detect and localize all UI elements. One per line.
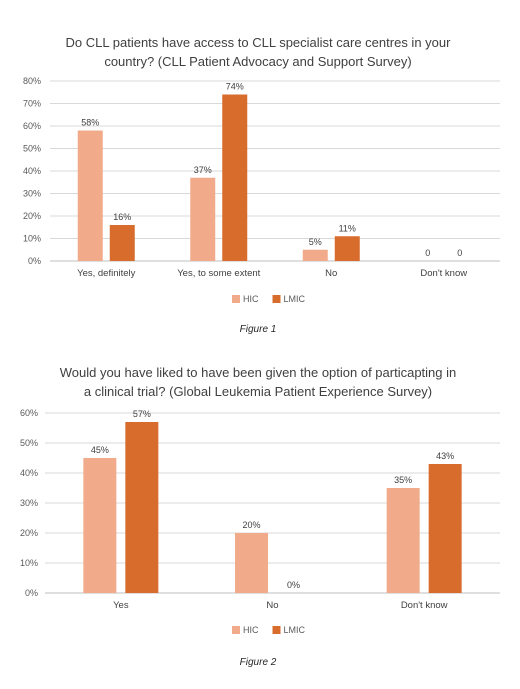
data-label-lmic: 74%	[226, 82, 244, 92]
chart-figure-2: Would you have liked to have been given …	[20, 365, 500, 668]
bar-lmic	[428, 464, 462, 593]
y-tick-label: 20%	[20, 528, 38, 538]
y-tick-label: 30%	[23, 189, 41, 199]
legend-label-lmic: LMIC	[284, 294, 306, 304]
data-label-hic: 37%	[194, 165, 212, 175]
bar-hic	[83, 458, 117, 593]
bar-lmic	[109, 225, 135, 261]
bar-lmic	[334, 236, 360, 261]
legend-swatch-lmic	[272, 626, 281, 634]
data-label-hic: 0	[425, 248, 430, 258]
y-tick-label: 20%	[23, 211, 41, 221]
y-tick-label: 40%	[23, 166, 41, 176]
legend-label-hic: HIC	[243, 294, 259, 304]
x-category-label: Don't know	[420, 268, 467, 279]
y-tick-label: 30%	[20, 498, 38, 508]
data-label-lmic: 43%	[436, 451, 454, 461]
x-category-label: Yes, to some extent	[177, 268, 260, 279]
legend-swatch-hic	[232, 626, 240, 634]
legend-swatch-lmic	[272, 295, 281, 303]
bar-lmic	[222, 94, 248, 261]
chart-title-line: Do CLL patients have access to CLL speci…	[66, 35, 452, 50]
chart-title-line: country? (CLL Patient Advocacy and Suppo…	[104, 54, 411, 69]
y-tick-label: 10%	[20, 558, 38, 568]
data-label-lmic: 16%	[113, 212, 131, 222]
bar-hic	[235, 533, 268, 593]
legend-swatch-hic	[232, 295, 240, 303]
y-tick-label: 10%	[23, 234, 41, 244]
y-tick-label: 60%	[23, 121, 41, 131]
y-tick-label: 0%	[25, 588, 38, 598]
data-label-hic: 45%	[91, 445, 109, 455]
x-category-label: Yes	[113, 600, 129, 611]
y-tick-label: 60%	[20, 408, 38, 418]
x-category-label: Don't know	[401, 600, 448, 611]
data-label-lmic: 57%	[133, 409, 151, 419]
chart-title-line: a clinical trial? (Global Leukemia Patie…	[84, 384, 432, 399]
bar-hic	[190, 177, 216, 261]
chart-figure-1: Do CLL patients have access to CLL speci…	[23, 35, 500, 335]
x-category-label: No	[325, 268, 337, 279]
y-tick-label: 0%	[28, 256, 41, 266]
y-tick-label: 50%	[23, 144, 41, 154]
bar-lmic	[125, 422, 159, 593]
data-label-hic: 58%	[81, 118, 99, 128]
bar-hic	[77, 130, 103, 261]
y-tick-label: 80%	[23, 76, 41, 86]
chart-title-line: Would you have liked to have been given …	[60, 365, 457, 380]
y-tick-label: 50%	[20, 438, 38, 448]
figure-caption: Figure 1	[240, 324, 277, 335]
legend-label-lmic: LMIC	[284, 625, 306, 635]
data-label-lmic: 0	[457, 248, 462, 258]
data-label-lmic: 11%	[339, 223, 356, 233]
x-category-label: No	[266, 600, 278, 611]
bar-hic	[302, 249, 328, 261]
data-label-hic: 35%	[394, 475, 412, 485]
data-label-hic: 20%	[242, 520, 260, 530]
data-label-lmic: 0%	[287, 580, 300, 590]
y-tick-label: 40%	[20, 468, 38, 478]
figure-caption: Figure 2	[240, 657, 277, 668]
x-category-label: Yes, definitely	[77, 268, 136, 279]
legend-label-hic: HIC	[243, 625, 259, 635]
y-tick-label: 70%	[23, 99, 41, 109]
bar-hic	[386, 488, 420, 593]
data-label-hic: 5%	[309, 237, 322, 247]
